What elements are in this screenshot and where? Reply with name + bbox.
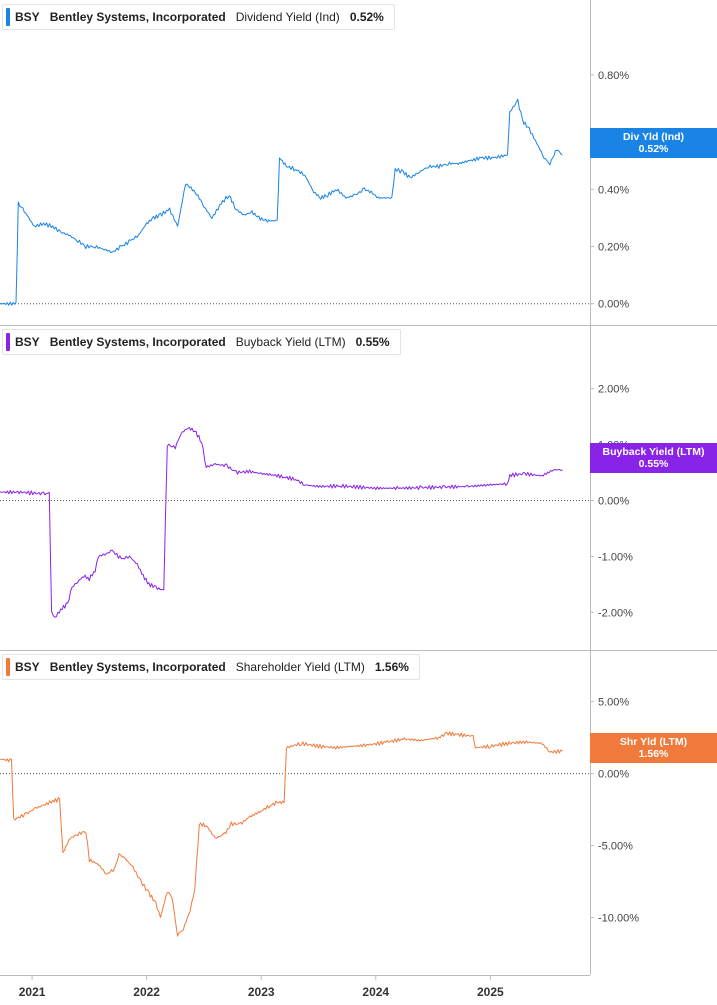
legend-value: 0.52% bbox=[349, 10, 384, 24]
series-lines bbox=[0, 98, 563, 937]
y-tick-label: 0.80% bbox=[598, 70, 629, 82]
x-tick-label: 2025 bbox=[477, 985, 504, 999]
value-tag-buyback-yield: Buyback Yield (LTM) 0.55% bbox=[590, 443, 717, 473]
legend-ticker: BSY bbox=[15, 660, 40, 674]
y-tick-label: -2.00% bbox=[598, 607, 633, 619]
x-tick-label: 2024 bbox=[362, 985, 389, 999]
x-tick-label: 2023 bbox=[248, 985, 275, 999]
y-tick-label: 0.00% bbox=[598, 769, 629, 781]
legend-company: Bentley Systems, Incorporated bbox=[49, 335, 226, 349]
value-tag-label: Buyback Yield (LTM) bbox=[602, 446, 705, 458]
y-tick-label: 0.00% bbox=[598, 496, 629, 508]
series-line-shr bbox=[0, 731, 563, 937]
series-line-buyback bbox=[0, 427, 563, 618]
value-tag-value: 0.55% bbox=[638, 458, 669, 470]
legend-metric: Dividend Yield (Ind) bbox=[235, 10, 340, 24]
y-tick-label: -5.00% bbox=[598, 841, 633, 853]
value-tag-label: Div Yld (Ind) bbox=[622, 131, 685, 143]
value-tag-dividend-yield: Div Yld (Ind) 0.52% bbox=[590, 128, 717, 158]
y-tick-label: 2.00% bbox=[598, 384, 629, 396]
series-line-div bbox=[0, 98, 563, 306]
value-tag-label: Shr Yld (LTM) bbox=[619, 736, 688, 748]
y-axes: 0.80%0.60%0.40%0.20%0.00%2.00%1.00%0.00%… bbox=[590, 70, 639, 925]
y-tick-label: 0.20% bbox=[598, 242, 629, 254]
y-tick-label: -1.00% bbox=[598, 551, 633, 563]
panel-dividers bbox=[0, 0, 717, 975]
x-tick-label: 2021 bbox=[19, 985, 46, 999]
legend-value: 1.56% bbox=[374, 660, 409, 674]
value-tag-value: 1.56% bbox=[638, 748, 669, 760]
legend-metric: Buyback Yield (LTM) bbox=[235, 335, 346, 349]
legend-swatch bbox=[6, 333, 10, 351]
legend-metric: Shareholder Yield (LTM) bbox=[235, 660, 365, 674]
legend-dividend-yield: BSY Bentley Systems, Incorporated Divide… bbox=[2, 4, 395, 30]
legend-buyback-yield: BSY Bentley Systems, Incorporated Buybac… bbox=[2, 329, 401, 355]
legend-shareholder-yield: BSY Bentley Systems, Incorporated Shareh… bbox=[2, 654, 420, 680]
y-tick-label: 0.40% bbox=[598, 184, 629, 196]
legend-swatch bbox=[6, 658, 10, 676]
legend-company: Bentley Systems, Incorporated bbox=[49, 660, 226, 674]
y-tick-label: -10.00% bbox=[598, 913, 639, 925]
legend-company: Bentley Systems, Incorporated bbox=[49, 10, 226, 24]
x-tick-label: 2022 bbox=[133, 985, 160, 999]
zero-lines bbox=[0, 303, 590, 775]
value-tag-shareholder-yield: Shr Yld (LTM) 1.56% bbox=[590, 733, 717, 763]
value-tag-value: 0.52% bbox=[638, 143, 669, 155]
legend-ticker: BSY bbox=[15, 335, 40, 349]
x-axis: 2021 2022 2023 2024 2025 bbox=[0, 975, 590, 999]
y-tick-label: 0.00% bbox=[598, 299, 629, 311]
legend-value: 0.55% bbox=[355, 335, 390, 349]
y-tick-label: 5.00% bbox=[598, 697, 629, 709]
legend-ticker: BSY bbox=[15, 10, 40, 24]
legend-swatch bbox=[6, 8, 10, 26]
